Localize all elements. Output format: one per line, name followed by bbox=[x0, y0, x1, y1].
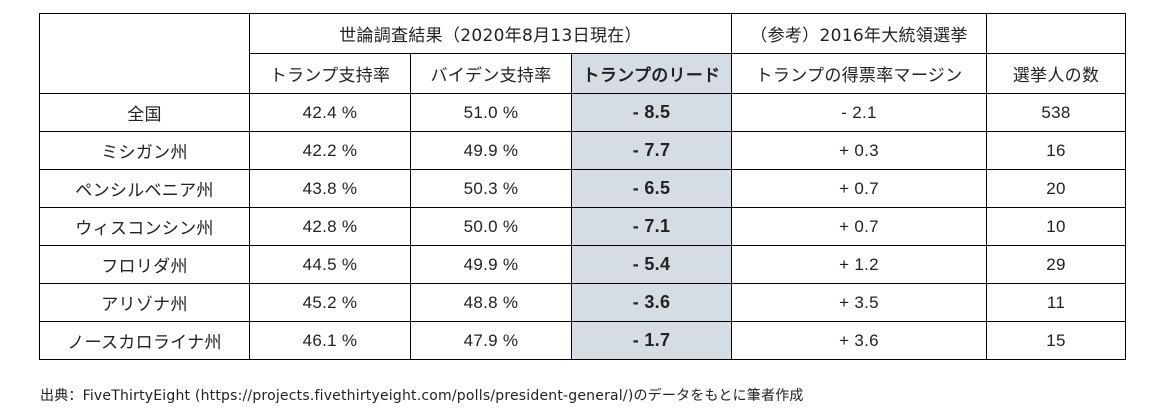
electors-cell: 29 bbox=[986, 245, 1126, 284]
biden-support-cell: 50.3 % bbox=[410, 169, 572, 208]
col-header-trump-margin: トランプの得票率マージン bbox=[731, 53, 987, 94]
col-header-electors: 選挙人の数 bbox=[986, 53, 1126, 94]
trump-lead-cell: - 8.5 bbox=[571, 93, 732, 132]
trump-lead-cell: - 3.6 bbox=[571, 283, 732, 322]
biden-support-cell: 49.9 % bbox=[410, 131, 572, 170]
table-row: アリゾナ州 45.2 % 48.8 % - 3.6 + 3.5 11 bbox=[39, 283, 1126, 322]
col-header-trump-support: トランプ支持率 bbox=[249, 53, 411, 94]
trump-support-cell: 45.2 % bbox=[249, 283, 411, 322]
poll-results-table: 世論調査結果（2020年8月13日現在） （参考）2016年大統領選挙 トランプ… bbox=[39, 13, 1126, 360]
biden-support-cell: 48.8 % bbox=[410, 283, 572, 322]
electors-cell: 10 bbox=[986, 207, 1126, 246]
trump-lead-cell: - 6.5 bbox=[571, 169, 732, 208]
trump-support-cell: 42.4 % bbox=[249, 93, 411, 132]
table-row: ノースカロライナ州 46.1 % 47.9 % - 1.7 + 3.6 15 bbox=[39, 321, 1126, 360]
header-row-groups: 世論調査結果（2020年8月13日現在） （参考）2016年大統領選挙 bbox=[39, 13, 1126, 94]
region-name-cell: ノースカロライナ州 bbox=[39, 321, 250, 360]
table-row: ペンシルベニア州 43.8 % 50.3 % - 6.5 + 0.7 20 bbox=[39, 169, 1126, 208]
trump-margin-cell: + 1.2 bbox=[731, 245, 987, 284]
col-header-biden-support: バイデン支持率 bbox=[410, 53, 572, 94]
header-empty-cell bbox=[39, 13, 250, 94]
trump-lead-cell: - 1.7 bbox=[571, 321, 732, 360]
biden-support-cell: 50.0 % bbox=[410, 207, 572, 246]
header-group-poll: 世論調査結果（2020年8月13日現在） bbox=[249, 13, 732, 54]
table-row: ミシガン州 42.2 % 49.9 % - 7.7 + 0.3 16 bbox=[39, 131, 1126, 170]
trump-support-cell: 42.8 % bbox=[249, 207, 411, 246]
header-row-columns: トランプ支持率 バイデン支持率 トランプのリード トランプの得票率マージン 選挙… bbox=[40, 53, 1126, 94]
trump-margin-cell: + 0.7 bbox=[731, 169, 987, 208]
trump-margin-cell: + 3.5 bbox=[731, 283, 987, 322]
table-row: 全国 42.4 % 51.0 % - 8.5- 2.1 538 bbox=[39, 93, 1126, 132]
region-name-cell: ペンシルベニア州 bbox=[39, 169, 250, 208]
header-empty-cell-right bbox=[986, 13, 1126, 54]
biden-support-cell: 47.9 % bbox=[410, 321, 572, 360]
biden-support-cell: 51.0 % bbox=[410, 93, 572, 132]
electors-cell: 15 bbox=[986, 321, 1126, 360]
electors-cell: 20 bbox=[986, 169, 1126, 208]
trump-lead-cell: - 5.4 bbox=[571, 245, 732, 284]
trump-margin-cell: + 0.3 bbox=[731, 131, 987, 170]
table-row: ウィスコンシン州 42.8 % 50.0 % - 7.1 + 0.7 10 bbox=[39, 207, 1126, 246]
region-name-cell: 全国 bbox=[39, 93, 250, 132]
electors-cell: 11 bbox=[986, 283, 1126, 322]
trump-support-cell: 46.1 % bbox=[249, 321, 411, 360]
header-group-reference: （参考）2016年大統領選挙 bbox=[731, 13, 987, 54]
table-row: フロリダ州 44.5 % 49.9 % - 5.4 + 1.2 29 bbox=[39, 245, 1126, 284]
trump-margin-cell: + 0.7 bbox=[731, 207, 987, 246]
trump-margin-cell: + 3.6 bbox=[731, 321, 987, 360]
source-note: 出典：FiveThirtyEight (https://projects.fiv… bbox=[40, 388, 804, 404]
region-name-cell: ウィスコンシン州 bbox=[39, 207, 250, 246]
trump-support-cell: 42.2 % bbox=[249, 131, 411, 170]
electors-cell: 16 bbox=[986, 131, 1126, 170]
trump-margin-cell: - 2.1 bbox=[731, 93, 987, 132]
trump-support-cell: 44.5 % bbox=[249, 245, 411, 284]
biden-support-cell: 49.9 % bbox=[410, 245, 572, 284]
region-name-cell: フロリダ州 bbox=[39, 245, 250, 284]
poll-table-container: 世論調査結果（2020年8月13日現在） （参考）2016年大統領選挙 トランプ… bbox=[39, 13, 1126, 360]
region-name-cell: ミシガン州 bbox=[39, 131, 250, 170]
col-header-trump-lead: トランプのリード bbox=[571, 53, 732, 94]
table-body: 全国 42.4 % 51.0 % - 8.5- 2.1 538 ミシガン州 42.2 % 49… bbox=[39, 93, 1126, 360]
trump-lead-cell: - 7.7 bbox=[571, 131, 732, 170]
trump-lead-cell: - 7.1 bbox=[571, 207, 732, 246]
trump-support-cell: 43.8 % bbox=[249, 169, 411, 208]
electors-cell: 538 bbox=[986, 93, 1126, 132]
region-name-cell: アリゾナ州 bbox=[39, 283, 250, 322]
